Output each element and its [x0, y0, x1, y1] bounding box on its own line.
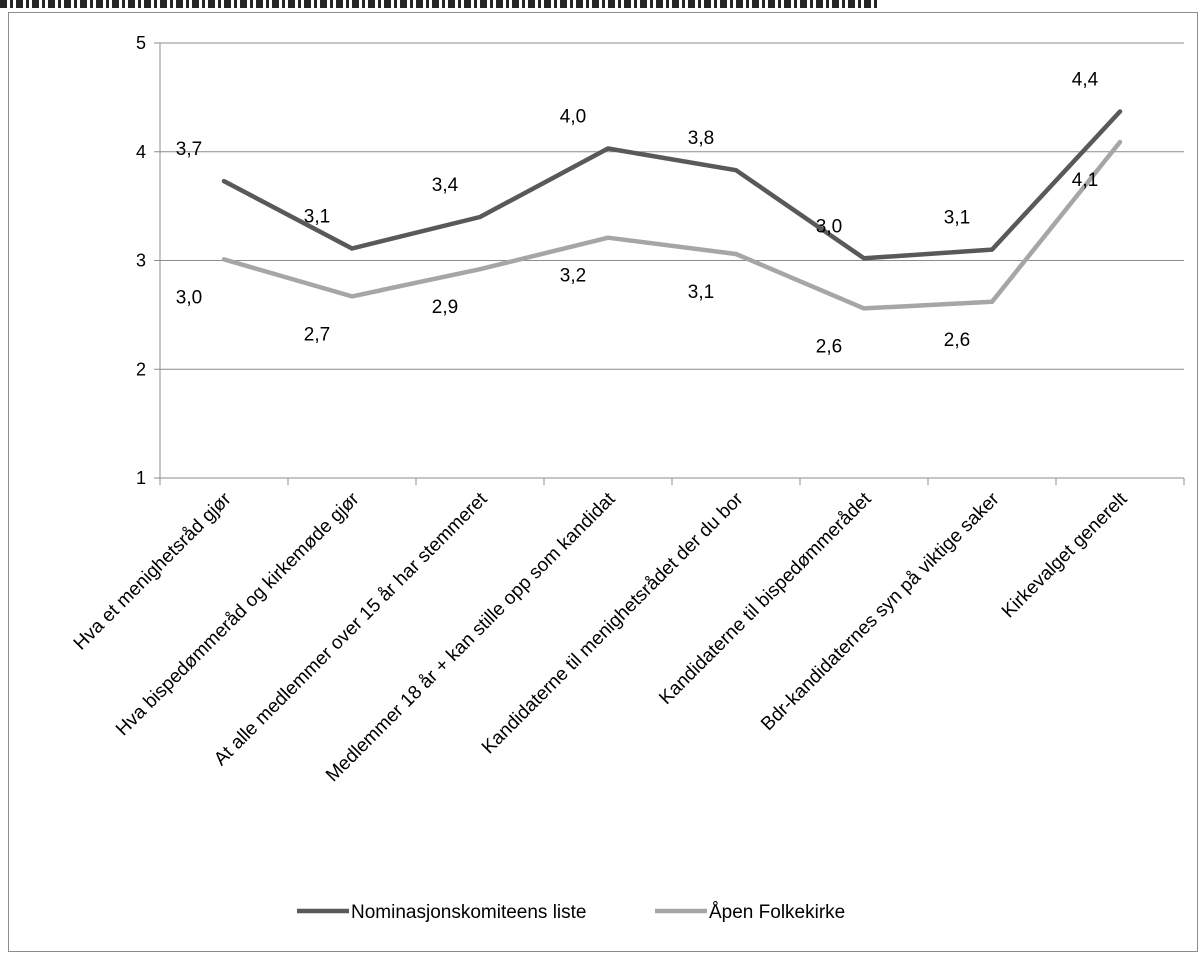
- legend-label: Nominasjonskomiteens liste: [351, 902, 587, 923]
- series-line: [221, 109, 1123, 261]
- legend: Nominasjonskomiteens liste Åpen Folkekirk…: [297, 902, 845, 923]
- data-label: 3,7: [176, 139, 202, 160]
- data-label: 3,0: [816, 216, 842, 237]
- y-axis: 1 2 3 4 5: [136, 33, 161, 488]
- legend-label: Åpen Folkekirke: [709, 902, 845, 923]
- category-label: Kirkevalget generelt: [998, 488, 1132, 622]
- y-tick-label: 2: [136, 359, 146, 379]
- data-label: 2,9: [432, 297, 458, 318]
- data-label: 4,0: [560, 106, 586, 127]
- data-label: 3,1: [304, 207, 330, 228]
- series-line: [221, 139, 1123, 311]
- data-label: 3,1: [944, 208, 970, 229]
- y-tick-label: 3: [136, 251, 146, 271]
- y-tick-label: 5: [136, 33, 146, 53]
- category-label: Kandidaterne til bispedømmerådet: [655, 488, 876, 709]
- category-label: Medlemmer 18 år + kan stille opp som kan…: [322, 488, 620, 786]
- gridlines: [160, 42, 1184, 370]
- data-label: 4,1: [1072, 170, 1098, 191]
- data-labels: 3,7 3,1 3,4 4,0 3,8 3,0 3,1 4,4 3,0 2,7 2,9 3,2 3,1 2…: [176, 70, 1099, 358]
- category-label: Hva bispedømmeråd og kirkemøde gjør: [112, 488, 364, 740]
- data-label: 2,6: [944, 330, 970, 351]
- category-label: At alle medlemmer over 15 år har stemmer…: [210, 488, 492, 770]
- x-axis: [159, 477, 1185, 485]
- y-tick-label: 1: [136, 468, 146, 488]
- series-lines: [221, 109, 1123, 311]
- data-label: 3,2: [560, 266, 586, 287]
- data-label: 2,7: [304, 324, 330, 345]
- data-label: 3,0: [176, 287, 202, 308]
- data-label: 3,8: [688, 128, 714, 149]
- data-label: 2,6: [816, 336, 842, 357]
- data-label: 4,4: [1072, 70, 1099, 91]
- cropped-caption-strip: [0, 0, 1201, 12]
- data-label: 3,4: [432, 175, 459, 196]
- category-label: Bdr-kandidaternes syn på viktige saker: [757, 488, 1004, 735]
- y-tick-label: 4: [136, 142, 146, 162]
- data-label: 3,1: [688, 282, 714, 303]
- category-label: Kandidaterne til menighetsrådet der du b…: [478, 488, 748, 758]
